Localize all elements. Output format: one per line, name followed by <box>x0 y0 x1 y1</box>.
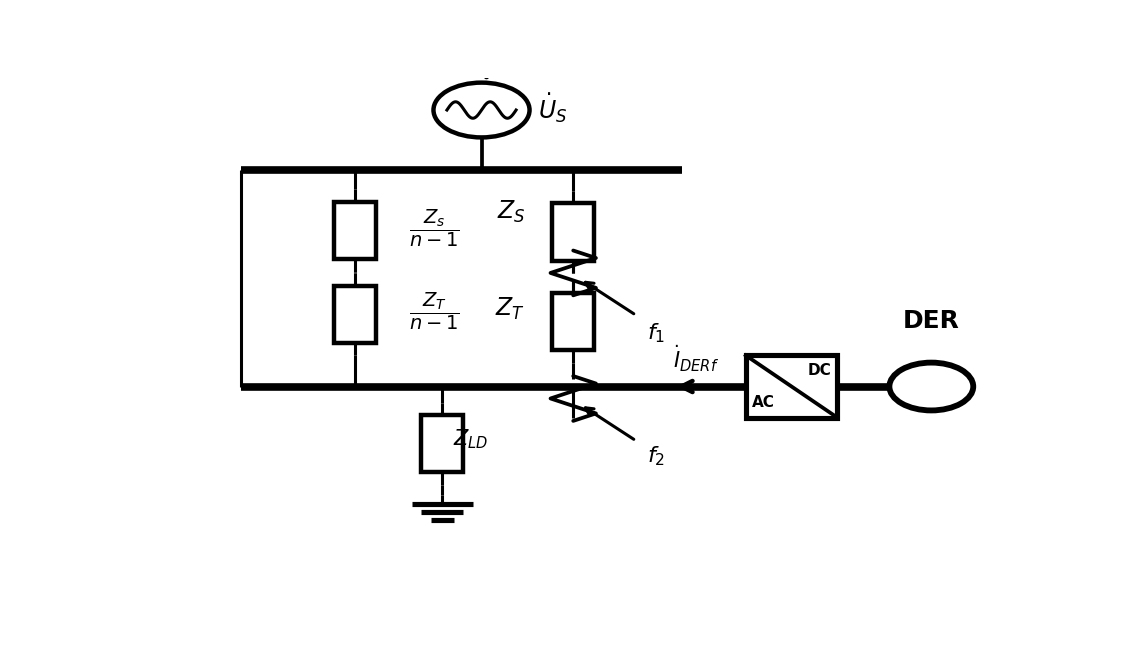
Text: $\dot{I}_{DERf}$: $\dot{I}_{DERf}$ <box>673 344 719 375</box>
Text: $f_2$: $f_2$ <box>647 444 666 468</box>
Circle shape <box>434 83 530 137</box>
Bar <box>746 355 837 418</box>
Text: $\dfrac{Z_T}{n-1}$: $\dfrac{Z_T}{n-1}$ <box>409 291 460 333</box>
Text: AC: AC <box>752 395 774 410</box>
Bar <box>334 285 375 343</box>
Bar <box>552 293 594 351</box>
Text: $\dfrac{Z_s}{n-1}$: $\dfrac{Z_s}{n-1}$ <box>409 208 460 249</box>
Text: $Z_T$: $Z_T$ <box>496 296 525 322</box>
Text: DER: DER <box>903 309 960 333</box>
Text: $Z_S$: $Z_S$ <box>497 199 525 225</box>
Text: $f_1$: $f_1$ <box>647 322 666 345</box>
Bar <box>334 202 375 259</box>
Bar <box>421 415 463 472</box>
Circle shape <box>889 362 974 410</box>
Bar <box>552 203 594 261</box>
Text: DC: DC <box>808 364 832 378</box>
Text: $\dot{U}_S$: $\dot{U}_S$ <box>539 91 568 124</box>
Text: $Z_{LD}$: $Z_{LD}$ <box>453 427 488 450</box>
